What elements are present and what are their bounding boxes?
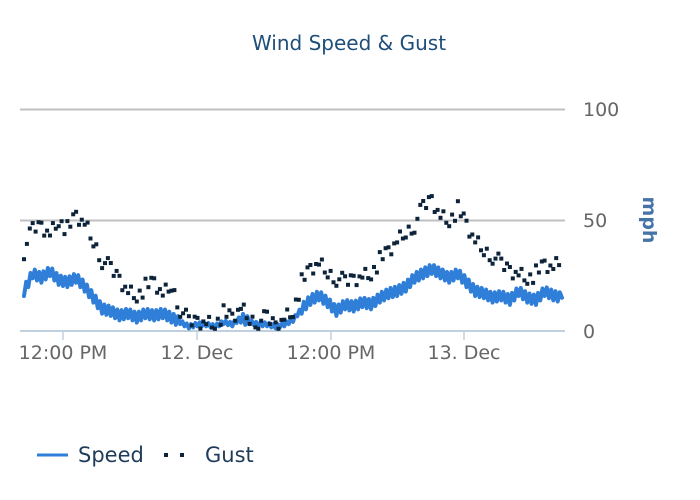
legend-label-gust: Gust <box>205 443 254 467</box>
gust-legend-symbol-dot <box>180 453 184 457</box>
y-tick-100: 100 <box>583 99 619 121</box>
legend-label-speed: Speed <box>78 443 144 467</box>
x-tick-3: 12:00 PM <box>287 342 376 364</box>
x-tick-2: 12. Dec <box>160 342 233 364</box>
plot-area <box>22 194 564 331</box>
x-axis: 12:00 PM 12. Dec 12:00 PM 13. Dec <box>19 331 501 364</box>
x-tick-4: 13. Dec <box>427 342 500 364</box>
gust-series-points[interactable] <box>22 194 562 331</box>
gust-legend-symbol <box>164 453 168 457</box>
legend: Speed Gust <box>37 443 254 467</box>
legend-item-speed[interactable]: Speed <box>37 443 144 467</box>
legend-item-gust[interactable]: Gust <box>164 443 254 467</box>
y-tick-50: 50 <box>583 210 607 232</box>
x-tick-1: 12:00 PM <box>19 342 108 364</box>
y-tick-0: 0 <box>583 321 595 343</box>
chart-title: Wind Speed & Gust <box>252 31 446 55</box>
y-axis: 100 50 0 mph <box>583 99 660 343</box>
grid <box>20 108 565 332</box>
y-axis-title: mph <box>638 197 660 244</box>
speed-series-line[interactable] <box>22 263 564 331</box>
